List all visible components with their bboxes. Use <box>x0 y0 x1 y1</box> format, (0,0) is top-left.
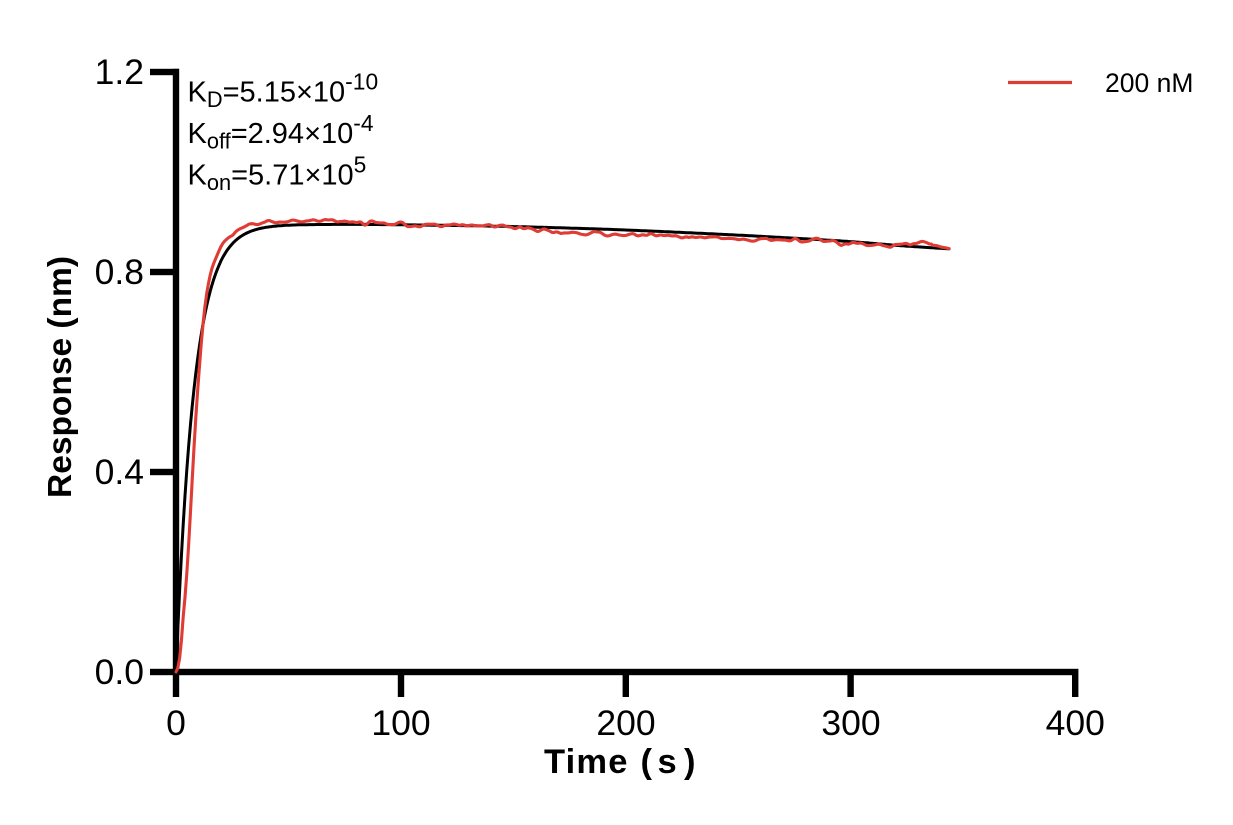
svg-text:Kon=5.71×105: Kon=5.71×105 <box>188 152 367 195</box>
svg-text:200 nM: 200 nM <box>1105 68 1193 98</box>
svg-text:0: 0 <box>166 703 186 743</box>
svg-text:1.2: 1.2 <box>95 52 144 92</box>
svg-text:0.0: 0.0 <box>95 652 144 692</box>
svg-text:Response (nm): Response (nm) <box>42 256 79 498</box>
svg-text:Koff=2.94×10-4: Koff=2.94×10-4 <box>188 110 374 153</box>
svg-text:400: 400 <box>1046 703 1105 743</box>
svg-text:100: 100 <box>371 703 430 743</box>
svg-text:KD=5.15×10-10: KD=5.15×10-10 <box>188 69 379 112</box>
svg-text:0.8: 0.8 <box>95 252 144 292</box>
svg-text:200: 200 <box>596 703 655 743</box>
svg-text:Time(s): Time(s) <box>544 743 697 781</box>
svg-text:300: 300 <box>821 703 880 743</box>
svg-text:0.4: 0.4 <box>95 452 144 492</box>
